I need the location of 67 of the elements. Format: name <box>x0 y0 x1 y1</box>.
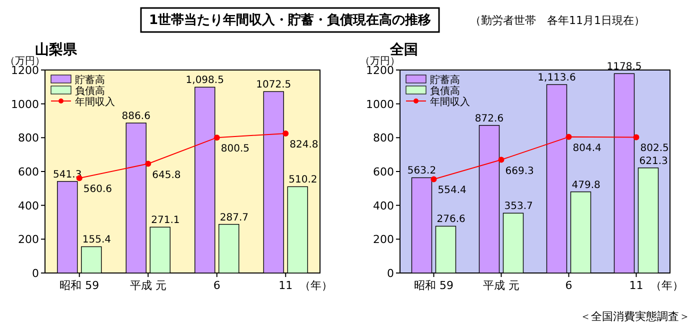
x-axis-title: （年） <box>300 279 333 292</box>
x-tick-label: 6 <box>565 279 572 292</box>
legend-label: 貯蓄高 <box>75 74 105 86</box>
legend-label: 年間収入 <box>430 96 470 108</box>
data-label: 1072.5 <box>256 80 292 91</box>
point <box>282 130 289 136</box>
data-label: 1,098.5 <box>186 75 224 86</box>
data-label: 510.2 <box>288 174 318 186</box>
point <box>430 176 437 182</box>
y-tick-label: 0 <box>387 267 394 280</box>
data-label: 621.3 <box>639 156 668 167</box>
point <box>498 156 504 163</box>
y-axis-title: （万円） <box>360 56 400 67</box>
data-label: 560.6 <box>83 184 112 196</box>
x-tick-label: 6 <box>213 279 220 292</box>
data-label: 554.4 <box>438 185 466 196</box>
x-tick-label: 昭和 59 <box>414 279 454 292</box>
x-tick-label: 平成 元 <box>130 279 166 292</box>
point <box>145 160 152 167</box>
x-tick-label: 11 <box>629 279 644 292</box>
data-label: 669.3 <box>505 166 534 177</box>
x-tick-label: 平成 元 <box>483 279 520 292</box>
y-tick-label: 200 <box>373 233 394 246</box>
legend-label: 年間収入 <box>75 96 115 108</box>
x-tick-label: 昭和 59 <box>60 279 100 292</box>
legend-label: 負債高 <box>75 85 105 97</box>
y-tick-label: 0 <box>32 267 39 280</box>
legend-label: 貯蓄高 <box>430 74 460 86</box>
y-tick-label: 400 <box>18 199 39 212</box>
point <box>566 134 572 140</box>
data-label: 1,113.6 <box>538 72 576 84</box>
data-label: 1178.5 <box>606 62 642 73</box>
chart-title: 山梨県 <box>35 42 78 58</box>
y-tick-label: 1000 <box>11 98 39 111</box>
y-tick-label: 200 <box>18 233 39 246</box>
chart-title: 全国 <box>389 42 418 58</box>
data-label: 802.5 <box>640 143 669 154</box>
data-label: 886.6 <box>122 111 150 122</box>
y-tick-label: 600 <box>373 166 394 178</box>
data-label: 479.8 <box>572 180 600 191</box>
point <box>633 134 640 140</box>
y-tick-label: 800 <box>373 132 394 145</box>
y-tick-label: 800 <box>18 132 39 145</box>
y-tick-label: 1200 <box>11 64 39 77</box>
data-label: 271.1 <box>151 215 180 226</box>
data-label: 353.7 <box>504 201 533 212</box>
y-tick-label: 600 <box>18 166 39 178</box>
legend-label: 負債高 <box>430 85 460 97</box>
data-label: 800.5 <box>220 144 250 155</box>
x-tick-label: 11 <box>278 279 293 292</box>
data-label: 872.6 <box>474 113 504 124</box>
y-axis-title: （万円） <box>5 56 45 67</box>
point <box>214 134 220 141</box>
text: （勤労者世帯 各年11月1日現在） <box>470 14 645 27</box>
data-label: 563.2 <box>407 166 436 177</box>
data-label: 804.4 <box>572 142 602 154</box>
x-axis-title: （年） <box>650 279 684 292</box>
y-tick-label: 1200 <box>366 64 394 77</box>
text: 1世帯当たり年間収入・貯蓄・負債現在高の推移 <box>148 12 432 28</box>
data-label: 287.7 <box>220 212 249 224</box>
data-label: 824.8 <box>290 139 318 150</box>
y-tick-label: 1000 <box>366 98 394 111</box>
data-label: 645.8 <box>152 170 181 181</box>
text: ＜全国消費実態調査＞ <box>580 310 690 323</box>
data-label: 155.4 <box>82 234 112 246</box>
data-label: 276.6 <box>436 214 466 226</box>
y-tick-label: 400 <box>373 199 394 212</box>
